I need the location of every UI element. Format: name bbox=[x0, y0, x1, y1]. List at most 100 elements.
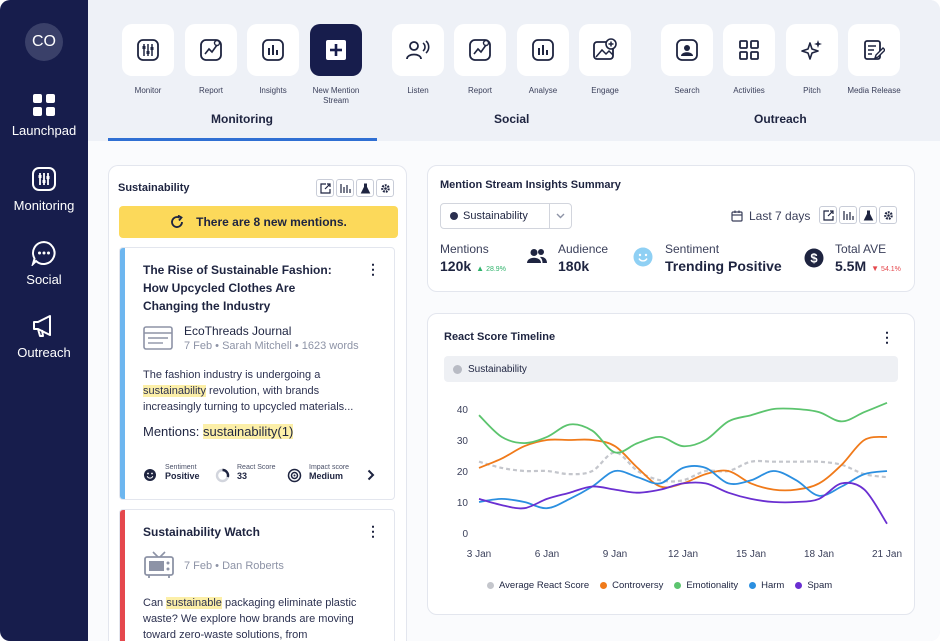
calendar-icon bbox=[731, 210, 743, 222]
tool-listen[interactable]: Listen bbox=[385, 24, 451, 96]
monitor-sliders-icon bbox=[137, 39, 159, 61]
tab-monitoring[interactable]: Monitoring bbox=[211, 112, 273, 126]
stat-change: 28.9% bbox=[486, 266, 506, 273]
chart-button[interactable] bbox=[839, 206, 857, 224]
tab-social[interactable]: Social bbox=[494, 112, 530, 126]
tool-engage[interactable]: Engage bbox=[572, 24, 638, 96]
tool-label: Report bbox=[467, 86, 492, 95]
stat-value: Trending Positive bbox=[665, 258, 782, 274]
tv-icon bbox=[144, 551, 174, 578]
sidebar: CO Launchpad Monitoring Social bbox=[0, 0, 88, 641]
article-title[interactable]: Sustainability Watch bbox=[143, 525, 260, 539]
sidebar-item-label: Outreach bbox=[17, 345, 71, 360]
more-options-icon[interactable]: ⋮ bbox=[366, 261, 380, 277]
sidebar-item-launchpad[interactable]: Launchpad bbox=[0, 93, 88, 138]
tool-pitch[interactable]: Pitch bbox=[779, 24, 845, 96]
tool-analyse[interactable]: Analyse bbox=[510, 24, 576, 96]
sentiment-metric: Sentiment Positive bbox=[165, 464, 200, 481]
insights-summary-panel: Mention Stream Insights Summary Sustaina… bbox=[427, 165, 915, 292]
sidebar-item-social[interactable]: Social bbox=[0, 240, 88, 287]
mention-feed-panel: Sustainability There are 8 new mentions. bbox=[108, 165, 407, 641]
impact-icon bbox=[287, 468, 302, 483]
article-snippet: Can sustainable packaging eliminate plas… bbox=[143, 597, 357, 641]
legend-item[interactable]: Spam bbox=[795, 580, 832, 591]
stat-audience: Audience 180k bbox=[558, 242, 609, 274]
series-line-controversy[interactable] bbox=[478, 435, 888, 492]
gear-icon bbox=[380, 183, 390, 193]
insights-bars-icon bbox=[262, 39, 284, 61]
tool-label: Analyse bbox=[528, 86, 558, 95]
mentions-value: sustainability(1) bbox=[203, 424, 294, 439]
tool-media-release[interactable]: Media Release bbox=[841, 24, 907, 96]
series-line-emotionality[interactable] bbox=[478, 401, 888, 454]
stream-dot bbox=[450, 212, 458, 220]
stream-select[interactable]: Sustainability bbox=[440, 203, 572, 229]
lab-button[interactable] bbox=[859, 206, 877, 224]
tool-label: Listen bbox=[407, 86, 429, 95]
series-filter-bar: Sustainability bbox=[444, 356, 898, 382]
x-tick-label: 21 Jan bbox=[872, 549, 902, 560]
stat-mentions: Mentions 120k ▲ 28.9% bbox=[440, 242, 506, 274]
stat-change: 54.1% bbox=[881, 266, 901, 273]
sidebar-item-monitoring[interactable]: Monitoring bbox=[0, 166, 88, 213]
chevron-right-icon[interactable] bbox=[367, 469, 375, 481]
bar-chart-icon bbox=[339, 183, 351, 193]
article-title[interactable]: The Rise of Sustainable Fashion: How Upc… bbox=[143, 263, 332, 313]
chevron-down-icon bbox=[549, 204, 571, 228]
series-line-harm[interactable] bbox=[478, 465, 888, 510]
legend-item[interactable]: Average React Score bbox=[487, 580, 589, 591]
article-card[interactable]: Sustainability Watch ⋮ 7 Feb • Dan Rober… bbox=[119, 509, 395, 641]
tool-label: Search bbox=[674, 86, 700, 95]
article-source[interactable]: EcoThreads Journal bbox=[184, 324, 292, 338]
stat-sentiment: Sentiment Trending Positive bbox=[665, 242, 782, 274]
tool-label: Activities bbox=[733, 86, 765, 95]
summary-title: Mention Stream Insights Summary bbox=[440, 179, 621, 191]
legend-item[interactable]: Harm bbox=[749, 580, 784, 591]
chart-legend: Average React Score Controversy Emotionali… bbox=[487, 580, 843, 591]
lab-button[interactable] bbox=[356, 179, 374, 197]
avatar[interactable]: CO bbox=[25, 23, 63, 61]
tool-insights[interactable]: Insights bbox=[240, 24, 306, 96]
tab-outreach[interactable]: Outreach bbox=[754, 112, 807, 126]
date-range-picker[interactable]: Last 7 days bbox=[731, 209, 810, 223]
legend-item[interactable]: Emotionality bbox=[674, 580, 738, 591]
tool-new-mention-stream[interactable]: New Mention Stream bbox=[303, 24, 369, 106]
summary-actions bbox=[817, 206, 897, 224]
export-icon bbox=[319, 182, 331, 194]
chat-icon bbox=[31, 240, 56, 266]
export-button[interactable] bbox=[819, 206, 837, 224]
activities-grid-icon bbox=[739, 40, 759, 60]
series-line-average-react-score[interactable] bbox=[478, 451, 888, 483]
more-options-icon[interactable]: ⋮ bbox=[366, 523, 380, 539]
settings-button[interactable] bbox=[376, 179, 394, 197]
chart-button[interactable] bbox=[336, 179, 354, 197]
new-mentions-banner[interactable]: There are 8 new mentions. bbox=[119, 206, 398, 238]
smiley-icon bbox=[144, 469, 156, 481]
article-stripe bbox=[120, 248, 125, 499]
tool-monitor[interactable]: Monitor bbox=[115, 24, 181, 96]
settings-button[interactable] bbox=[879, 206, 897, 224]
x-tick-label: 6 Jan bbox=[535, 549, 559, 560]
filter-chip[interactable]: Sustainability bbox=[468, 363, 527, 375]
series-line-spam[interactable] bbox=[478, 481, 888, 525]
keyword-highlight: sustainability bbox=[143, 385, 206, 397]
svg-text:$: $ bbox=[810, 251, 818, 266]
article-meta: 7 Feb • Sarah Mitchell • 1623 words bbox=[184, 340, 359, 352]
export-button[interactable] bbox=[316, 179, 334, 197]
tool-label: Engage bbox=[591, 86, 619, 95]
tool-report[interactable]: Report bbox=[178, 24, 244, 96]
tool-activities[interactable]: Activities bbox=[716, 24, 782, 96]
mentions-label: Mentions: bbox=[143, 424, 200, 439]
engage-image-icon bbox=[593, 38, 617, 60]
article-card[interactable]: The Rise of Sustainable Fashion: How Upc… bbox=[119, 247, 395, 500]
legend-item[interactable]: Controversy bbox=[600, 580, 663, 591]
tool-social-report[interactable]: Report bbox=[447, 24, 513, 96]
filter-dot bbox=[453, 364, 462, 374]
tool-search[interactable]: Search bbox=[654, 24, 720, 96]
y-tick-label: 30 bbox=[457, 436, 469, 447]
sidebar-item-outreach[interactable]: Outreach bbox=[0, 313, 88, 360]
more-options-icon[interactable]: ⋮ bbox=[880, 329, 894, 345]
people-icon bbox=[527, 249, 547, 263]
feed-actions bbox=[314, 179, 394, 197]
